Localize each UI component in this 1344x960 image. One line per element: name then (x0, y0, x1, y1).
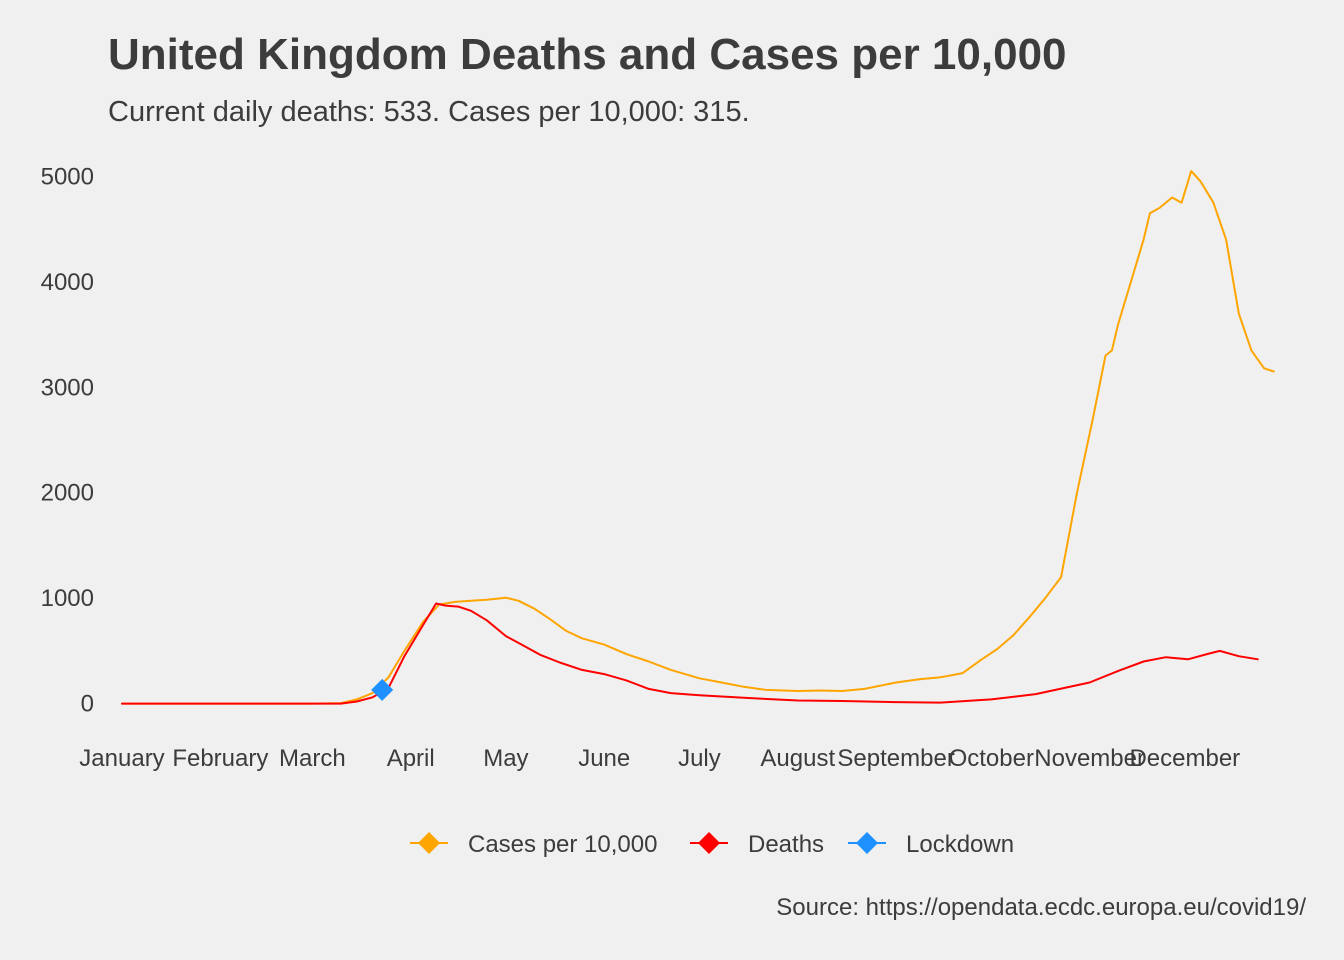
legend-label: Deaths (748, 831, 824, 858)
y-tick-label: 5000 (41, 163, 94, 190)
chart-title: United Kingdom Deaths and Cases per 10,0… (108, 30, 1067, 79)
y-tick-label: 0 (81, 691, 94, 718)
x-axis-labels: January February March April May June July Augu… (79, 745, 1240, 772)
x-tick-label: November (1034, 745, 1145, 772)
chart-subtitle: Current daily deaths: 533. Cases per 10,… (108, 96, 750, 128)
y-tick-label: 2000 (41, 480, 94, 507)
legend-label: Lockdown (906, 831, 1014, 858)
legend-diamond-icon (418, 832, 440, 854)
legend-label: Cases per 10,000 (468, 831, 657, 858)
x-tick-label: April (387, 745, 435, 772)
legend-diamond-icon (856, 832, 878, 854)
y-tick-label: 1000 (41, 585, 94, 612)
x-tick-label: December (1129, 745, 1240, 772)
legend-item: Cases per 10,000 (410, 831, 657, 858)
legend-item: Lockdown (848, 831, 1014, 858)
legend-item: Deaths (690, 831, 824, 858)
y-tick-label: 3000 (41, 374, 94, 401)
series-line-cases-per-10-000 (121, 170, 1275, 705)
x-tick-label: October (949, 745, 1034, 772)
legend: Cases per 10,000 Deaths Lockdown (410, 831, 1014, 858)
x-tick-label: September (837, 745, 954, 772)
series-layer (121, 170, 1275, 705)
x-tick-label: May (483, 745, 528, 772)
lockdown-marker (371, 678, 394, 701)
source-caption: Source: https://opendata.ecdc.europa.eu/… (776, 894, 1306, 921)
x-tick-label: March (279, 745, 346, 772)
x-tick-label: August (760, 745, 835, 772)
x-tick-label: July (678, 745, 721, 772)
y-tick-label: 4000 (41, 269, 94, 296)
marker-layer (371, 678, 394, 701)
series-line-deaths (121, 602, 1259, 705)
x-tick-label: June (578, 745, 630, 772)
y-axis-labels: 0 1000 2000 3000 4000 5000 (41, 163, 94, 717)
x-tick-label: February (172, 745, 268, 772)
legend-diamond-icon (698, 832, 720, 854)
x-tick-label: January (79, 745, 164, 772)
